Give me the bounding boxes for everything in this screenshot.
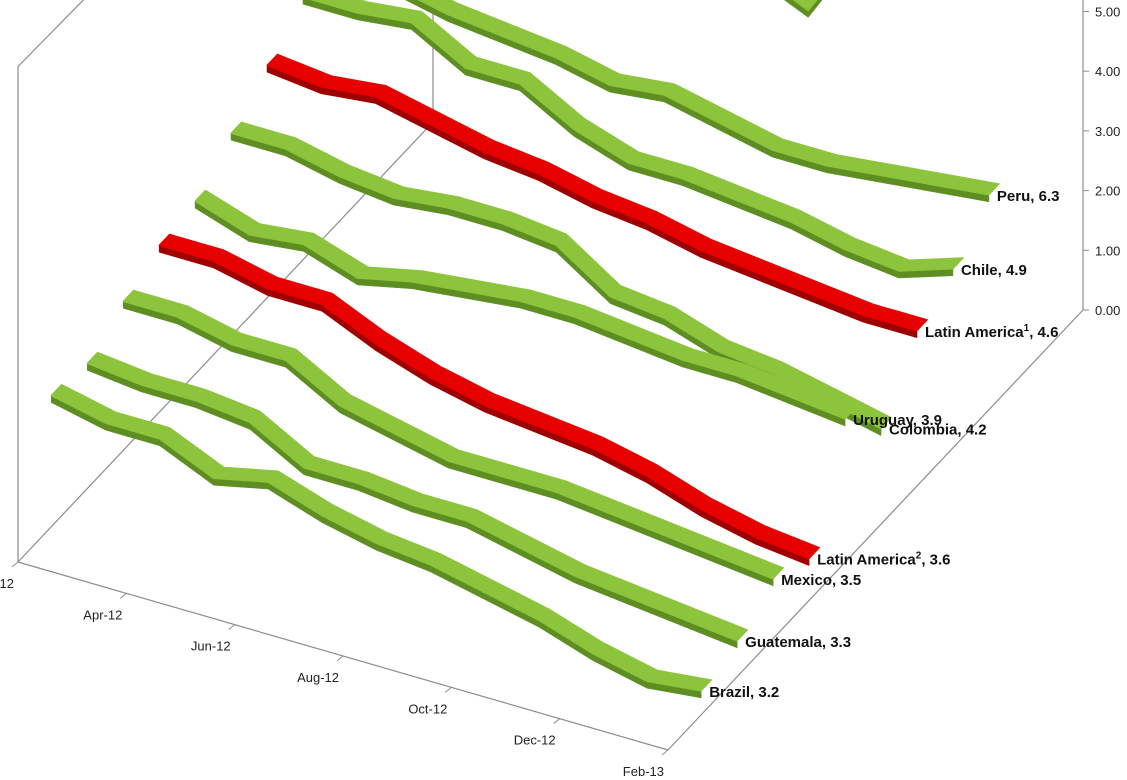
ribbon-brazil-9 [50,383,713,699]
series-end-label: Mexico, 3.5 [781,572,861,589]
ribbon-mexico-7 [122,289,785,587]
ribbon-paraguay-0 [783,0,823,18]
ribbon-colombia-4 [230,121,892,436]
x-tick-label: Apr-12 [83,607,122,622]
x-tick-label: Feb-13 [623,764,664,779]
frame-edge-1 [667,309,1084,751]
series-end-label: Brazil, 3.2 [709,684,779,701]
x-tick-label: Feb-12 [0,576,14,591]
x-tick-label: Jun-12 [191,639,231,654]
y-axis: 0.001.002.003.004.005.006.007.008.00 [1083,5,1120,318]
x-tick-label: Aug-12 [297,670,339,685]
x-tick-label: Oct-12 [408,701,447,716]
series-end-label: Uruguay, 3.9 [853,412,942,429]
x-tick [336,655,344,662]
ribbon-edge [158,244,810,560]
series-end-label: Peru, 6.3 [997,188,1060,205]
ribbon-latin-america-3 [266,53,928,339]
ribbon-guatemala-8 [86,351,749,649]
y-tick-label: 0.00 [1095,303,1120,318]
ribbon-top-face [86,351,749,642]
ribbon-edge [266,64,918,332]
series-end-label: Latin America2, 3.6 [817,551,950,569]
series-end-label: Chile, 4.9 [961,262,1027,279]
ribbon-top-face [310,0,964,272]
series-end-label: Latin America1, 4.6 [925,323,1058,341]
ribbon-chile-2 [302,0,964,279]
ribbon-latin-america-6 [158,233,820,566]
y-tick-label: 1.00 [1095,243,1120,258]
ribbon-peru-1 [404,0,1000,203]
ribbon-top-face [793,0,818,11]
ribbon-side-face [302,0,954,279]
x-tick [228,624,235,631]
y-tick-label: 5.00 [1095,5,1120,20]
ribbon-edge [122,300,774,580]
series-end-label: Guatemala, 3.3 [745,634,851,651]
ribbon-edge [86,362,738,642]
series-end-label: Colombia, 4.2 [889,422,987,439]
ribbon-edge [309,0,953,272]
ribbon-side-face [783,0,823,18]
x-tick [445,686,452,693]
y-tick-label: 3.00 [1095,124,1120,139]
series-ribbons [50,0,1000,699]
ribbon-edge [417,0,990,196]
ribbon-edge [230,132,882,430]
x-tick-label: Dec-12 [514,733,556,748]
x-tick [11,561,19,568]
x-tick [120,592,127,599]
ribbon-uruguay-5 [194,189,856,427]
y-tick-label: 2.00 [1095,184,1120,199]
y-tick-label: 4.00 [1095,64,1120,79]
x-tick [553,718,560,725]
x-tick [661,749,669,756]
x-axis: Feb-12 Apr-12 Jun-12 Aug-12 Oct-12 Dec-12 Feb-… [0,561,669,779]
ribbon-edge [50,394,702,692]
ribbon-edge [194,200,846,420]
